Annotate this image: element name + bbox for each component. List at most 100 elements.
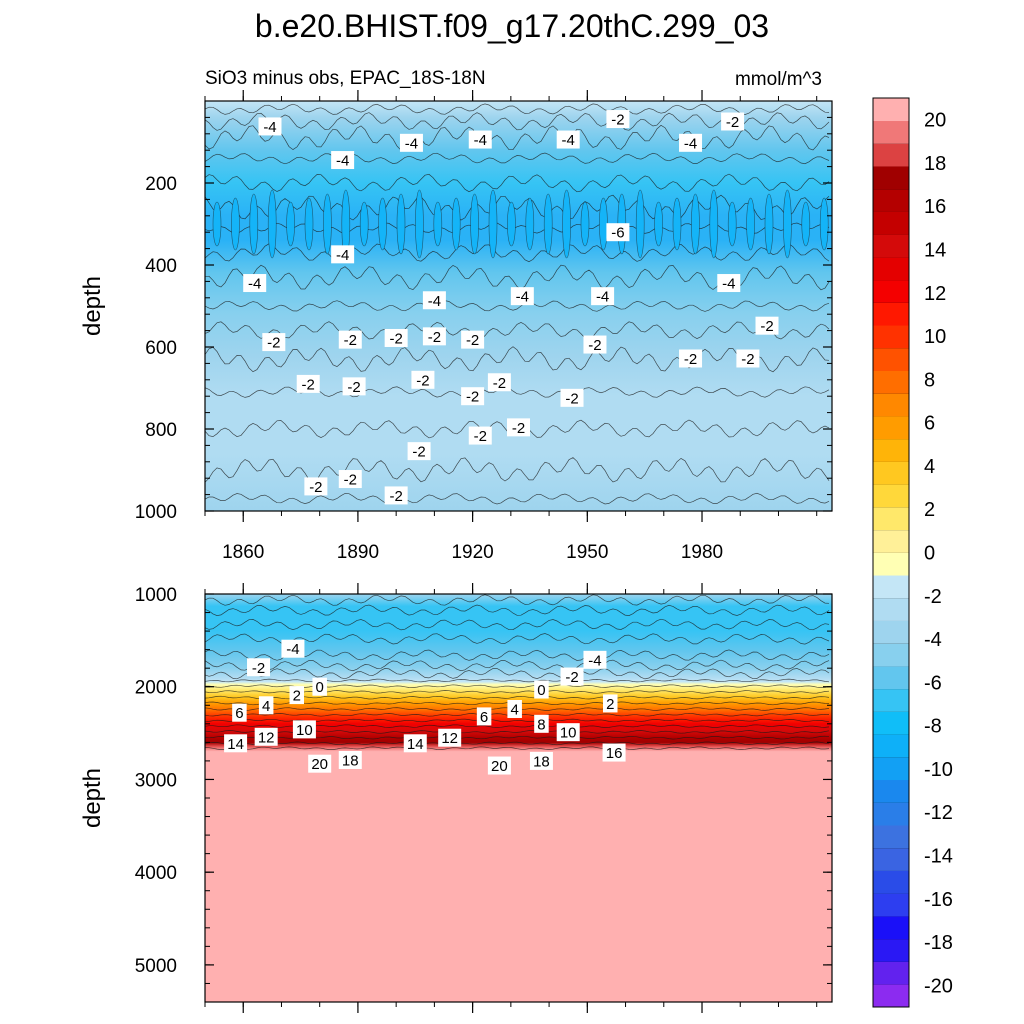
y-tick-label: 4000: [135, 863, 177, 884]
colorbar-swatch: [873, 938, 909, 962]
contour-label-box: [422, 291, 446, 310]
contour-line: [205, 684, 830, 688]
contour-label-box: [679, 349, 703, 368]
contour-label-box: [254, 727, 278, 746]
contour-label: 0: [537, 682, 545, 699]
contour-blob: [451, 197, 461, 251]
colorbar-swatch: [873, 98, 909, 122]
contour-label-box: [556, 723, 580, 742]
contour-label: 18: [342, 752, 359, 769]
contour-line: [205, 103, 830, 115]
contour-label: -2: [741, 351, 754, 368]
contour-label-box: [721, 112, 745, 131]
y-tick-label: 2000: [135, 678, 177, 699]
contour-label-box: [338, 750, 362, 769]
colorbar-label: -18: [924, 932, 953, 954]
contour-line: [205, 173, 830, 193]
contour-blob: [378, 197, 387, 251]
contour-label: -4: [684, 135, 697, 152]
y-tick-label: 5000: [135, 956, 177, 977]
top-panel-contours: [205, 103, 830, 505]
contour-label: -2: [493, 375, 506, 392]
colorbar-label: 14: [924, 240, 946, 262]
contour-label: -4: [336, 247, 349, 264]
colorbar-swatch: [873, 620, 909, 644]
contour-line: [205, 321, 830, 340]
contour-label-box: [603, 694, 618, 713]
contour-label-box: [411, 370, 435, 389]
contour-blob: [672, 197, 682, 251]
top-panel-contour-labels: -4 -4 -4 -4 -4 -2 -4 -2 -6 -4 -4 -4 -4 -4 -4 -2 -2 -2 -2 -2…: [243, 110, 779, 505]
contour-blob: [654, 201, 663, 247]
contour-blob: [212, 201, 222, 247]
contour-label-box: [487, 756, 511, 775]
colorbar-label: 20: [924, 110, 946, 132]
contour-blob: [488, 189, 498, 259]
contour-label: -4: [516, 289, 529, 306]
colorbar-swatch: [873, 529, 909, 553]
contour-label-box: [468, 130, 492, 149]
contour-label: -2: [588, 337, 601, 354]
contour-blob: [580, 201, 590, 247]
contour-label: -2: [684, 351, 697, 368]
y-tick-label: 3000: [135, 770, 177, 791]
colorbar-swatch: [873, 120, 909, 144]
contour-blob: [433, 201, 443, 247]
contour-label: -2: [512, 420, 525, 437]
colorbar-label: -16: [924, 889, 953, 911]
contour-label: -4: [248, 276, 261, 293]
contour-label-box: [556, 130, 580, 149]
contour-label: -2: [302, 376, 315, 393]
contour-label-box: [717, 274, 741, 293]
contour-blob: [543, 193, 553, 255]
top-ylabel: depth: [79, 276, 106, 336]
contour-label-box: [507, 418, 530, 437]
contour-label-box: [292, 720, 316, 739]
colorbar-swatch: [873, 302, 909, 326]
contour-label: 2: [293, 688, 301, 705]
contour-label-box: [403, 734, 427, 753]
contour-label: 12: [441, 730, 458, 747]
colorbar-swatch: [873, 143, 909, 167]
contour-label-box: [602, 743, 626, 762]
contour-label: -4: [405, 135, 418, 152]
colorbar-swatch: [873, 961, 909, 985]
colorbar-label: 18: [924, 153, 946, 175]
contour-label: -2: [466, 332, 479, 349]
contour-blob: [709, 189, 719, 259]
colorbar-label: -6: [924, 672, 942, 694]
contour-blob: [323, 193, 332, 255]
contour-label-box: [384, 486, 408, 505]
contour-line: [205, 124, 830, 151]
contour-line: [205, 746, 830, 750]
colorbar-label: 6: [924, 413, 935, 435]
colorbar-label: -4: [924, 629, 942, 651]
contour-label-box: [476, 707, 492, 726]
colorbar-swatch: [873, 166, 909, 190]
contour-label-box: [304, 477, 328, 496]
contour-label-box: [487, 373, 511, 392]
contour-label-box: [560, 388, 584, 407]
contour-label: -6: [611, 225, 624, 242]
colorbar-swatch: [873, 211, 909, 235]
contour-blob: [525, 197, 535, 251]
contour-line: [205, 659, 830, 672]
contour-label: -2: [760, 318, 773, 335]
contour-label: -2: [565, 669, 578, 686]
contour-label: -4: [562, 132, 575, 149]
contour-label: -4: [596, 289, 609, 306]
contour-blob: [801, 201, 811, 247]
colorbar-label: 12: [924, 283, 946, 305]
contour-blob: [562, 189, 571, 259]
contour-label: 16: [606, 745, 623, 762]
contour-label-box: [507, 699, 522, 718]
contour-label: 8: [537, 716, 545, 733]
contour-blob: [764, 193, 774, 255]
colorbar-label: 2: [924, 499, 935, 521]
contour-label-box: [262, 333, 286, 352]
contour-label-box: [289, 686, 305, 705]
contour-label-box: [224, 734, 248, 753]
y-tick-label: 1000: [135, 585, 177, 606]
